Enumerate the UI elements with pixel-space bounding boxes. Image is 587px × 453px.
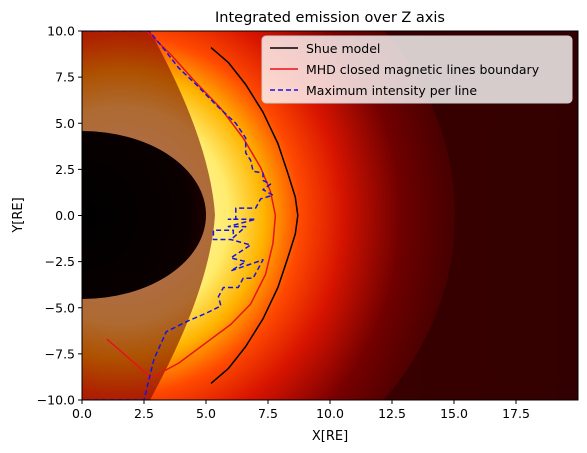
series-max-intensity [82, 31, 274, 400]
series-shue-model [210, 47, 299, 384]
legend-label-shue-model: Shue model [306, 41, 380, 56]
y-tick-label: −10.0 [37, 393, 75, 408]
y-tick-label: 7.5 [55, 70, 75, 85]
y-axis: 10.0 7.5 5.0 2.5 0.0 −2.5 −5.0 −7.5 −10.0 [37, 24, 82, 408]
y-axis-label: Y[RE] [11, 197, 26, 233]
series-mhd-boundary [106, 31, 277, 379]
y-tick-label: −7.5 [45, 346, 75, 361]
legend-box [261, 35, 573, 104]
y-tick-label: −2.5 [45, 254, 75, 269]
y-tick-label: −5.0 [45, 300, 75, 315]
legend-label-max-intensity: Maximum intensity per line [306, 83, 477, 98]
x-tick-label: 7.5 [258, 406, 278, 421]
x-tick-label: 15.0 [440, 406, 468, 421]
y-tick-label: 10.0 [47, 24, 75, 39]
x-tick-label: 5.0 [196, 406, 216, 421]
chart-title: Integrated emission over Z axis [215, 10, 445, 26]
legend: Shue model MHD closed magnetic lines bou… [261, 35, 573, 104]
x-tick-label: 10.0 [316, 406, 344, 421]
x-tick-label: 2.5 [134, 406, 154, 421]
y-tick-label: 5.0 [55, 116, 75, 131]
x-tick-label: 0.0 [72, 406, 92, 421]
y-tick-label: 0.0 [55, 208, 75, 223]
earth-shadow [82, 131, 206, 299]
x-tick-label: 17.5 [502, 406, 530, 421]
y-tick-label: 2.5 [55, 162, 75, 177]
x-axis: 0.0 2.5 5.0 7.5 10.0 12.5 15.0 17.5 [72, 400, 530, 421]
legend-label-mhd-boundary: MHD closed magnetic lines boundary [306, 62, 540, 77]
x-tick-label: 12.5 [378, 406, 406, 421]
x-axis-label: X[RE] [312, 429, 348, 444]
plot-lines [82, 31, 299, 400]
